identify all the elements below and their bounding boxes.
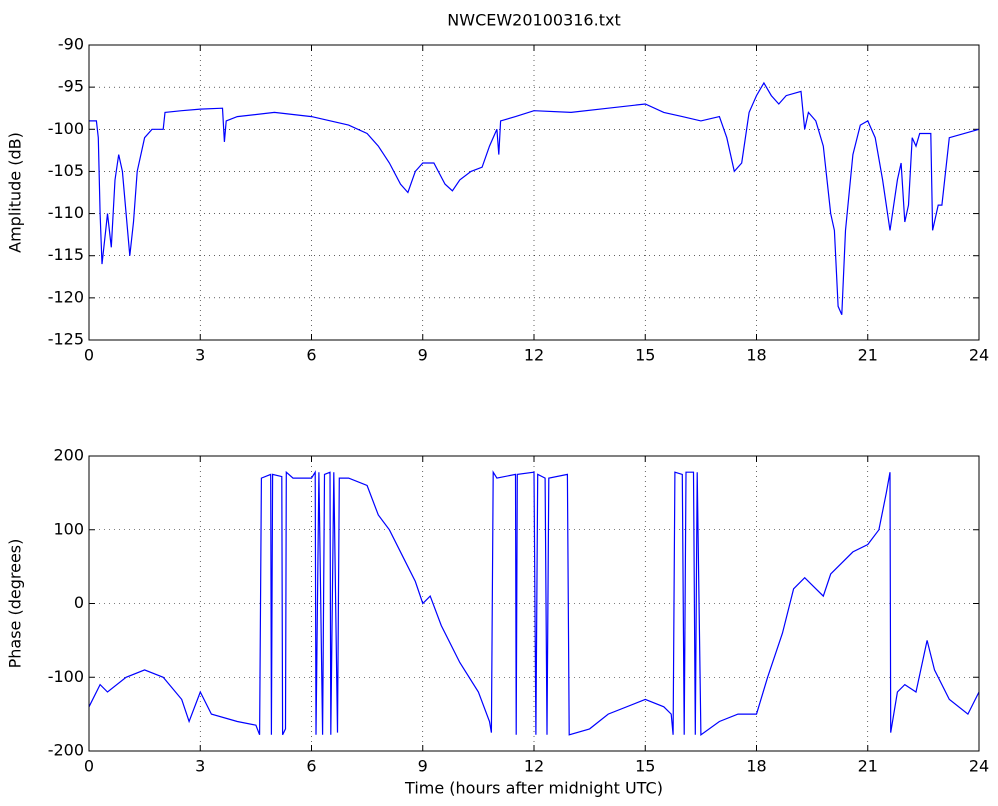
x-tick-label: 6 <box>306 757 316 776</box>
y-tick-label: -90 <box>58 35 84 54</box>
x-tick-label: 3 <box>195 757 205 776</box>
x-tick-label: 15 <box>635 346 655 365</box>
x-tick-label: 6 <box>306 346 316 365</box>
y-axis-label: Phase (degrees) <box>6 539 25 669</box>
x-tick-label: 12 <box>524 757 544 776</box>
x-tick-label: 24 <box>969 346 989 365</box>
y-tick-label: -125 <box>48 330 84 349</box>
y-tick-label: -95 <box>58 77 84 96</box>
y-axis-label: Amplitude (dB) <box>6 132 25 253</box>
y-tick-label: -200 <box>48 741 84 760</box>
x-tick-label: 0 <box>84 757 94 776</box>
y-tick-label: -105 <box>48 161 84 180</box>
chart-title: NWCEW20100316.txt <box>447 11 620 30</box>
x-tick-label: 9 <box>418 757 428 776</box>
data-line <box>88 470 980 736</box>
x-tick-label: 0 <box>84 346 94 365</box>
x-tick-label: 21 <box>858 757 878 776</box>
x-axis-label: Time (hours after midnight UTC) <box>404 779 663 798</box>
x-tick-label: 15 <box>635 757 655 776</box>
x-tick-label: 21 <box>858 346 878 365</box>
y-tick-label: -120 <box>48 287 84 306</box>
x-tick-label: 18 <box>746 346 766 365</box>
y-tick-label: -100 <box>48 119 84 138</box>
x-tick-label: 18 <box>746 757 766 776</box>
axes-box <box>88 455 980 752</box>
y-tick-label: -100 <box>48 667 84 686</box>
x-tick-label: 24 <box>969 757 989 776</box>
data-line <box>89 81 980 315</box>
axes-box <box>88 44 980 341</box>
x-tick-label: 3 <box>195 346 205 365</box>
x-tick-label: 9 <box>418 346 428 365</box>
y-tick-label: 200 <box>53 446 84 465</box>
x-tick-label: 12 <box>524 346 544 365</box>
y-tick-label: -110 <box>48 203 84 222</box>
y-tick-label: 0 <box>74 593 84 612</box>
y-tick-label: -115 <box>48 245 84 264</box>
y-tick-label: 100 <box>53 519 84 538</box>
